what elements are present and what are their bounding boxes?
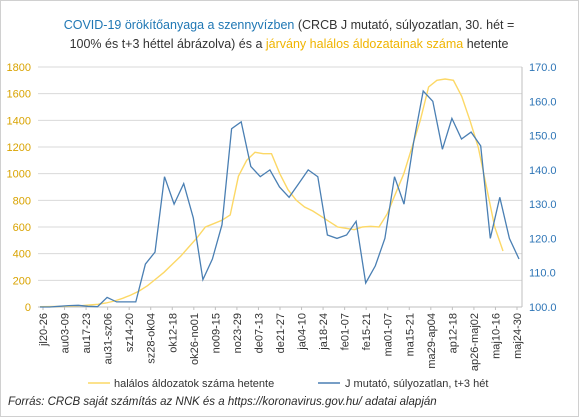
title-start-part: 100% és t+3 héttel ábrázolva) és a	[70, 37, 266, 51]
x-tick-label: maj10-16	[490, 313, 502, 359]
x-tick-label: ja18-24	[318, 313, 330, 351]
left-tick-label: 200	[13, 275, 31, 287]
right-tick-label: 110.0	[529, 268, 556, 280]
x-tick-label: ma29-ap04	[426, 313, 438, 369]
x-tick-label: sz14-20	[124, 313, 136, 352]
series-line-deaths	[39, 78, 504, 308]
left-axis-tick-labels: 0 200 400 600 800 1000 1200 1400 1600 1800	[7, 62, 31, 314]
left-tick-label: 1200	[7, 142, 31, 154]
x-tick-label: maj24-30	[512, 313, 524, 359]
right-tick-label: 170.0	[529, 62, 557, 74]
title-rest-part: (CRCB J mutató, súlyozatlan, 30. hét =	[294, 18, 514, 32]
x-tick-label: no09-15	[210, 313, 222, 353]
x-tick-label: fe15-21	[361, 313, 373, 350]
left-tick-label: 1600	[7, 89, 31, 101]
x-tick-label: jl20-26	[38, 313, 50, 347]
x-tick-label: au17-23	[81, 313, 93, 353]
left-tick-label: 800	[13, 195, 31, 207]
legend: halálos áldozatok száma hetente J mutató…	[88, 378, 488, 390]
chart-title-line2: 100% és t+3 héttel ábrázolva) és a járvá…	[70, 37, 509, 51]
legend-label-j-index: J mutató, súlyozatlan, t+3 hét	[345, 378, 488, 390]
right-axis-tick-labels: 100.0 110.0 120.0 130.0 140.0 150.0 160.0 170.0	[529, 62, 557, 314]
x-tick-label: ok26-no01	[189, 313, 201, 365]
right-tick-label: 100.0	[529, 302, 557, 314]
x-tick-label: no23-29	[232, 313, 244, 353]
x-tick-label: ap12-18	[447, 313, 459, 353]
legend-label-deaths: halálos áldozatok száma hetente	[114, 378, 274, 390]
right-tick-label: 140.0	[529, 165, 557, 177]
x-tick-label: ja04-10	[297, 313, 309, 351]
title-end-part: hetente	[463, 37, 508, 51]
x-tick-label: ma01-07	[383, 313, 395, 356]
right-tick-label: 150.0	[529, 131, 557, 143]
x-tick-label: au03-09	[60, 313, 72, 353]
x-tick-label: ok12-18	[167, 313, 179, 353]
series-line-j-index	[40, 89, 520, 308]
left-tick-label: 400	[13, 249, 31, 261]
title-yellow-part: járvány halálos áldozatainak száma	[265, 37, 463, 51]
right-tick-label: 130.0	[529, 199, 557, 211]
chart-title-line1: COVID-19 örökítőanyaga a szennyvízben (C…	[64, 18, 515, 32]
right-tick-label: 160.0	[529, 96, 557, 108]
left-tick-label: 1800	[7, 62, 31, 74]
x-tick-label: de07-13	[253, 313, 265, 353]
x-tick-label: de21-27	[275, 313, 287, 353]
title-blue-part: COVID-19 örökítőanyaga a szennyvízben	[64, 18, 295, 32]
x-tick-label: fe01-07	[340, 313, 352, 350]
x-tick-label: ma15-21	[404, 313, 416, 356]
right-tick-label: 120.0	[529, 233, 557, 245]
x-tick-label: sz28-ok04	[146, 313, 158, 364]
source-note: Forrás: CRCB saját számítás az NNK és a …	[8, 396, 437, 408]
left-tick-label: 0	[25, 302, 31, 314]
left-tick-label: 600	[13, 222, 31, 234]
left-tick-label: 1400	[7, 115, 31, 127]
x-tick-label: au31-sz06	[103, 313, 115, 364]
x-tick-label: ap26-maj02	[469, 313, 481, 371]
left-tick-label: 1000	[7, 169, 31, 181]
x-axis-tick-labels: jl20-26 au03-09 au17-23 au31-sz06 sz14-20 sz2…	[38, 307, 524, 371]
